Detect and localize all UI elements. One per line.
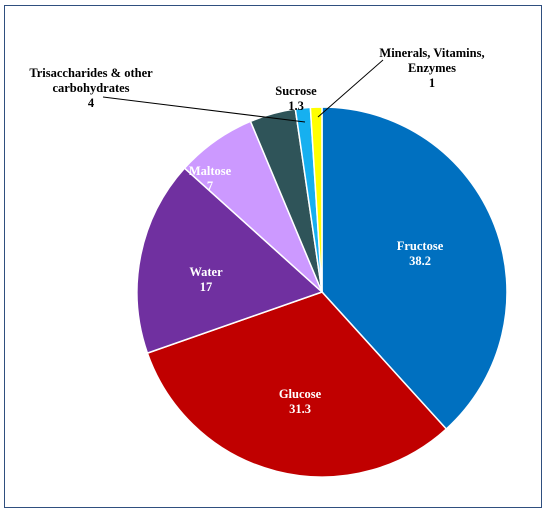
pie-slices [136,106,508,478]
data-label-glucose: Glucose 31.3 [279,387,322,416]
data-label-line: 4 [88,96,95,110]
data-label-line: Minerals, Vitamins, [379,46,484,60]
data-label-line: 38.2 [409,254,431,268]
data-label-minerals-vitamins-enzymes: Minerals, Vitamins, Enzymes 1 [379,46,484,90]
leader-line [102,96,306,123]
pie-slice-water [136,167,324,355]
data-label-trisaccharides-other-carbohydrates: Trisaccharides & other carbohydrates 4 [29,66,153,110]
leader-line [317,59,384,118]
data-label-line: 1.3 [288,99,304,113]
pie-slice-minerals-vitamins-enzymes [309,106,323,293]
data-label-line: Glucose [279,387,322,401]
data-label-line: 7 [207,179,213,193]
data-label-fructose: Fructose 38.2 [397,239,444,268]
data-label-line: Maltose [189,164,232,178]
data-label-line: Water [189,265,223,279]
data-label-line: Enzymes [408,61,456,75]
pie-slice-fructose [321,106,508,431]
data-label-line: Sucrose [275,84,317,98]
data-label-line: carbohydrates [52,81,129,95]
data-label-line: 31.3 [289,402,311,416]
data-label-line: Fructose [397,239,444,253]
data-label-line: 1 [429,76,435,90]
data-label-water: Water 17 [189,265,223,294]
data-label-line: Trisaccharides & other [29,66,153,80]
pie-slice-glucose [146,291,448,478]
data-label-line: 17 [200,280,213,294]
data-label-sucrose: Sucrose 1.3 [275,84,317,113]
data-label-maltose: Maltose 7 [189,164,232,193]
